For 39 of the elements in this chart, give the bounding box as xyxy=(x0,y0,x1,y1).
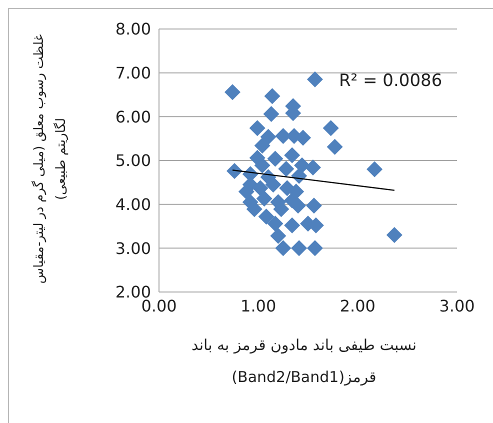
point xyxy=(254,157,270,174)
point xyxy=(306,198,322,214)
point xyxy=(226,163,242,180)
point xyxy=(252,180,268,196)
point xyxy=(278,160,294,177)
point xyxy=(366,161,383,178)
point xyxy=(267,150,284,167)
x-tick-label: 2.00 xyxy=(340,296,376,316)
point xyxy=(275,240,292,256)
point xyxy=(263,106,280,122)
point xyxy=(322,120,339,136)
annotation: R² = 0.0086 xyxy=(339,71,442,91)
point xyxy=(306,71,323,88)
point xyxy=(249,120,266,136)
x-axis-title: نسبت طیفی باند مادون قرمز به باند قرمز(Band2/Band1) xyxy=(190,335,418,388)
y-tick-label: 4.00 xyxy=(115,195,151,214)
point xyxy=(267,216,284,232)
y-tick-label: 5.00 xyxy=(115,151,151,170)
point xyxy=(326,138,343,155)
point xyxy=(256,190,272,207)
y-tick-label: 8.00 xyxy=(115,20,151,39)
y-tick-label: 3.00 xyxy=(115,238,151,258)
point xyxy=(264,88,280,104)
point xyxy=(291,240,308,256)
point xyxy=(284,217,300,234)
point xyxy=(258,208,274,225)
x-tick-label: 3.00 xyxy=(439,296,475,316)
x-tick-label: 1.00 xyxy=(240,296,276,316)
point xyxy=(284,147,300,164)
point xyxy=(306,240,323,256)
y-tick-label: 7.00 xyxy=(115,64,151,83)
point xyxy=(386,227,402,244)
y-axis-title: غلظت رسوب معلق (میلی گرم در لیتر-مقیاس لگاریتم طبیعی) xyxy=(30,34,70,284)
point xyxy=(260,128,276,145)
point xyxy=(304,160,321,176)
y-tick-label: 6.00 xyxy=(115,107,151,126)
point xyxy=(270,228,286,244)
point xyxy=(224,84,241,100)
point xyxy=(254,138,270,154)
